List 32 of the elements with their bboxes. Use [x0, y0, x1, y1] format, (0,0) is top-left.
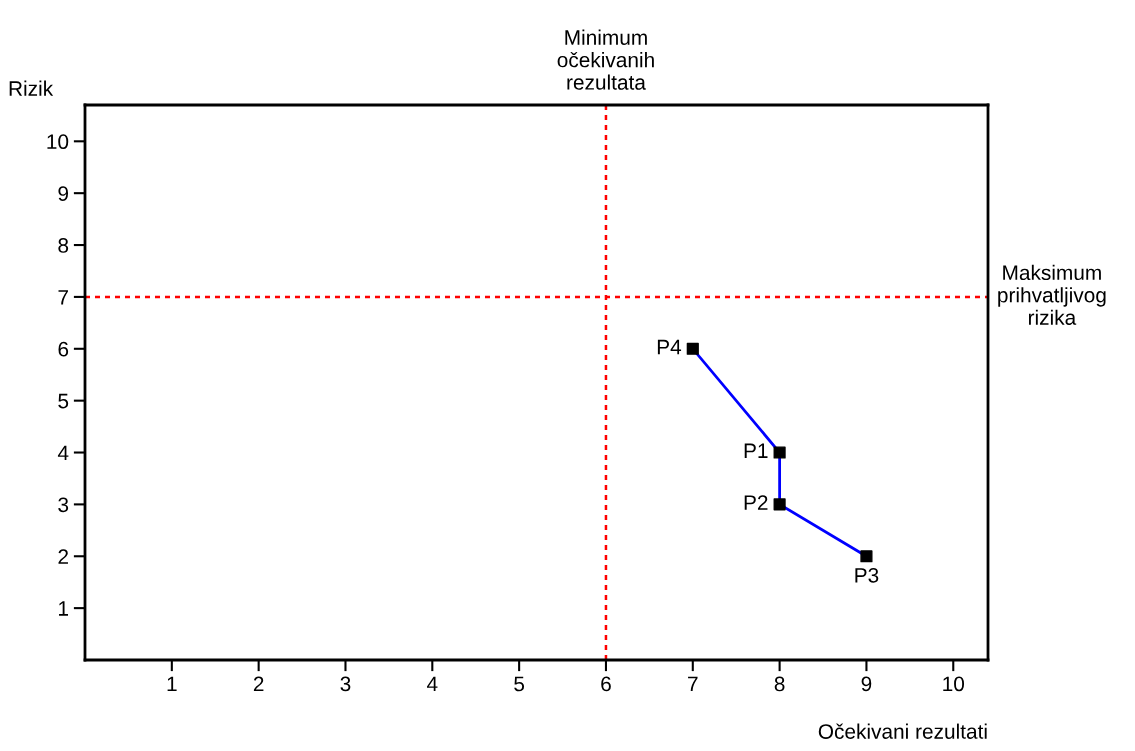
- y-tick-label: 4: [57, 445, 69, 461]
- annotation: P2: [744, 495, 768, 510]
- y-tick-label: 9: [58, 186, 69, 201]
- point: [686, 342, 699, 355]
- y-tick-label: 3: [58, 497, 69, 513]
- x-tick-label: 4: [426, 676, 438, 692]
- x-tick-label: 3: [340, 676, 351, 692]
- y-axis-title: Rizik: [9, 80, 54, 96]
- annotation: P3: [855, 567, 879, 583]
- y-tick-label: 8: [58, 238, 69, 253]
- y-tick-label: 1: [59, 601, 69, 616]
- x-tick-label: 8: [774, 676, 785, 692]
- ref-line-label: Maksimum prihvatljivog rizika: [998, 264, 1106, 325]
- x-tick-label: 7: [688, 676, 698, 692]
- x-axis-title: Očekivani rezultati: [818, 723, 987, 739]
- y-tick-label: 6: [58, 341, 69, 357]
- y-tick-label: 2: [58, 549, 68, 564]
- x-tick-label: 1: [167, 676, 177, 692]
- x-tick-label: 5: [514, 676, 525, 692]
- x-tick-label: 6: [601, 676, 611, 692]
- y-tick-label: 5: [58, 393, 69, 409]
- ref-line-label: Minimum očekivanih rezultata: [557, 29, 654, 90]
- x-tick-label: 10: [943, 676, 965, 692]
- x-tick-label: 2: [253, 676, 264, 692]
- point: [773, 446, 786, 459]
- x-tick-label: 9: [861, 676, 872, 692]
- point: [860, 550, 873, 563]
- point: [773, 498, 786, 511]
- annotation: P4: [657, 339, 682, 355]
- y-tick-label: 7: [58, 290, 68, 305]
- annotation: P1: [744, 443, 768, 458]
- y-tick-label: 10: [47, 134, 69, 150]
